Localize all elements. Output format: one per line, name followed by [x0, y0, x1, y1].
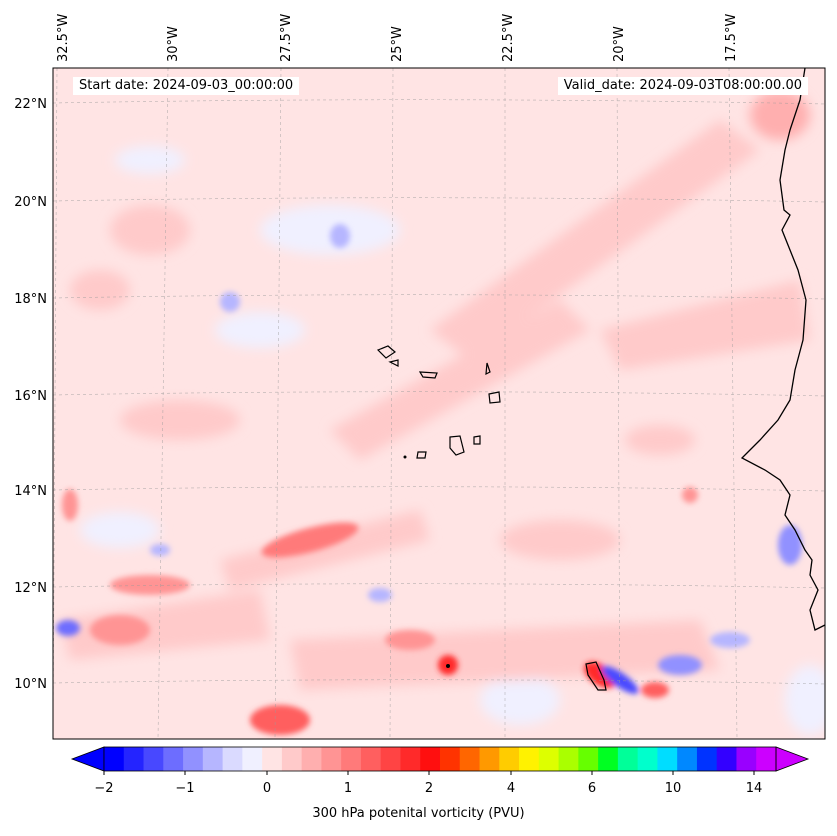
africa-coastline [740, 68, 825, 631]
colorbar-tick-label: 4 [507, 781, 515, 796]
colorbar-segment [360, 747, 382, 771]
colorbar-segment [538, 747, 560, 771]
colorbar [70, 746, 810, 772]
colorbar-segment [262, 747, 283, 771]
longitude-label: 27.5°W [279, 14, 294, 62]
longitude-label: 25°W [390, 26, 405, 62]
cape-verde-islands [376, 345, 607, 691]
map-frame [52, 67, 826, 740]
colorbar-segment [202, 747, 224, 771]
colorbar-segment [736, 747, 757, 771]
colorbar-segment [558, 747, 579, 771]
colorbar-segment [222, 747, 243, 771]
colorbar-ticks: −2 −1 0 1 2 4 6 10 14 [94, 771, 762, 796]
colorbar-segment [617, 747, 639, 771]
longitude-label: 30°W [166, 26, 181, 62]
gridlines [53, 68, 825, 739]
colorbar-tick-label: 14 [746, 781, 763, 796]
colorbar-tick-label: 6 [588, 781, 596, 796]
colorbar-title: 300 hPa potenital vorticity (PVU) [312, 806, 525, 821]
latitude-label: 16°N [14, 389, 47, 404]
colorbar-segment [637, 747, 658, 771]
colorbar-segment [459, 747, 481, 771]
colorbar-segment [499, 747, 520, 771]
longitude-label: 20°W [612, 26, 627, 62]
colorbar-segment [123, 747, 145, 771]
latitude-label: 22°N [14, 97, 47, 112]
colorbar-segment [696, 747, 718, 771]
colorbar-segment [163, 747, 184, 771]
latitude-labels: 22°N 20°N 18°N 16°N 14°N 12°N 10°N [14, 97, 47, 692]
colorbar-tick-label: −2 [94, 781, 113, 796]
colorbar-segment [756, 747, 777, 771]
colorbar-tick-label: 10 [665, 781, 682, 796]
start-date-label: Start date: 2024-09-03_00:00:00 [73, 77, 300, 95]
longitude-label: 32.5°W [56, 14, 71, 62]
colorbar-segment [301, 747, 322, 771]
valid-date-label: Valid_date: 2024-09-03T08:00:00.00 [557, 77, 808, 95]
colorbar-segment [716, 747, 737, 771]
latitude-label: 12°N [14, 581, 47, 596]
colorbar-tick-label: −1 [175, 781, 194, 796]
colorbar-segment [321, 747, 342, 771]
pv-field [53, 68, 825, 739]
colorbar-segment [104, 747, 125, 771]
colorbar-segment [657, 747, 678, 771]
colorbar-segment [380, 747, 401, 771]
latitude-label: 20°N [14, 195, 47, 210]
colorbar-segment [183, 747, 204, 771]
colorbar-segment [519, 747, 540, 771]
colorbar-extend-min [70, 746, 105, 772]
colorbar-segment [242, 747, 263, 771]
colorbar-segment [400, 747, 421, 771]
colorbar-tick-label: 0 [263, 781, 271, 796]
latitude-label: 10°N [14, 677, 47, 692]
colorbar-segment [479, 747, 500, 771]
colorbar-tick-label: 2 [425, 781, 433, 796]
colorbar-segment [440, 747, 461, 771]
longitude-label: 17.5°W [724, 14, 739, 62]
longitude-label: 22.5°W [501, 14, 516, 62]
colorbar-tick-label: 1 [344, 781, 352, 796]
colorbar-segment [281, 747, 303, 771]
colorbar-extend-max [775, 746, 810, 772]
colorbar-segment [341, 747, 362, 771]
colorbar-frame [103, 746, 777, 772]
latitude-label: 14°N [14, 484, 47, 499]
latitude-label: 18°N [14, 292, 47, 307]
colorbar-segment [420, 747, 441, 771]
colorbar-segment [598, 747, 619, 771]
longitude-labels: 32.5°W 30°W 27.5°W 25°W 22.5°W 20°W 17.5°W [56, 14, 739, 62]
colorbar-segment [677, 747, 698, 771]
colorbar-segment [143, 747, 164, 771]
colorbar-segment [578, 747, 599, 771]
